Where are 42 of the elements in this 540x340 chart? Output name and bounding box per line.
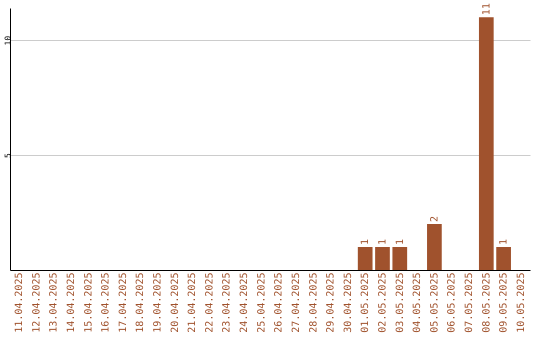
bar (358, 247, 373, 270)
bar (496, 247, 511, 270)
x-tick-label: 02.05.2025 (377, 272, 388, 333)
x-tick-label: 28.04.2025 (308, 272, 320, 333)
x-tick-label: 06.05.2025 (446, 272, 458, 333)
x-tick-label: 23.04.2025 (222, 272, 233, 333)
x-tick-label: 01.05.2025 (360, 272, 372, 333)
bar (392, 247, 408, 270)
x-tick-label: 15.04.2025 (83, 272, 94, 333)
data-label: 1 (498, 238, 510, 246)
x-tick-label: 30.04.2025 (342, 272, 354, 333)
x-tick-label: 22.04.2025 (204, 272, 216, 333)
x-tick-label: 26.04.2025 (274, 272, 285, 333)
bar (375, 247, 390, 270)
x-tick-label: 04.05.2025 (412, 272, 424, 333)
x-tick-label: 10.05.2025 (516, 272, 527, 333)
x-tick-label: 17.04.2025 (118, 272, 129, 333)
data-label: 1 (394, 238, 406, 246)
x-tick-label: 09.05.2025 (498, 272, 510, 333)
x-tick-label: 14.04.2025 (66, 272, 77, 333)
x-tick-label: 20.04.2025 (170, 272, 181, 333)
x-tick-label: 19.04.2025 (152, 272, 164, 333)
x-tick-label: 05.05.2025 (429, 272, 440, 333)
x-tick-label: 25.04.2025 (256, 272, 268, 333)
data-label: 1 (377, 238, 388, 246)
x-tick-label: 03.05.2025 (394, 272, 406, 333)
x-tick-label: 16.04.2025 (100, 272, 112, 333)
x-tick-label: 07.05.2025 (464, 272, 475, 333)
bar (427, 224, 442, 270)
data-label: 11 (481, 3, 492, 16)
x-tick-label: 27.04.2025 (290, 272, 302, 333)
x-tick-label: 11.04.2025 (14, 272, 26, 333)
data-label: 1 (360, 238, 372, 246)
x-tick-label: 08.05.2025 (481, 272, 492, 333)
x-tick-label: 18.04.2025 (135, 272, 146, 333)
x-tick-label: 21.04.2025 (187, 272, 198, 333)
x-tick-label: 24.04.2025 (239, 272, 250, 333)
x-tick-label: 13.04.2025 (48, 272, 60, 333)
bar (478, 17, 494, 270)
data-label: 2 (429, 216, 440, 222)
x-tick-label: 12.04.2025 (31, 272, 42, 333)
x-tick-label: 29.04.2025 (326, 272, 337, 333)
